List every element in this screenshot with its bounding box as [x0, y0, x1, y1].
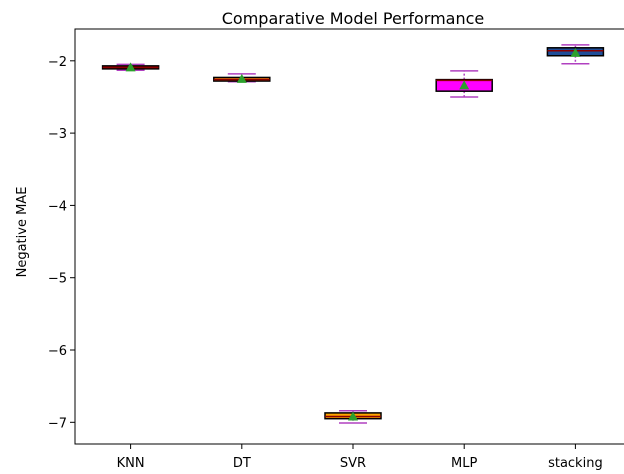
x-tick-label: DT	[233, 456, 251, 471]
mean-marker	[236, 73, 247, 83]
x-axis: KNN DT SVR MLP stacking	[117, 444, 603, 471]
y-tick-label: −2	[48, 55, 67, 70]
y-axis-label: Negative MAE	[15, 187, 30, 278]
y-axis: −2 −3 −4 −5 −6 −7	[48, 55, 75, 431]
box-group-stacking	[546, 44, 605, 65]
plot-area-frame	[74, 28, 624, 445]
x-tick-label: SVR	[340, 456, 366, 471]
y-tick-label: −4	[48, 199, 67, 214]
y-tick-label: −3	[48, 127, 67, 142]
box-group-mlp	[435, 70, 493, 98]
box-group-dt	[213, 73, 271, 83]
mean-marker	[570, 47, 581, 57]
chart-title: Comparative Model Performance	[222, 9, 485, 28]
x-tick-label: KNN	[117, 456, 145, 471]
x-tick-label: stacking	[548, 456, 603, 471]
mean-marker	[348, 411, 358, 421]
box-group-knn	[101, 62, 160, 72]
boxes-layer	[101, 44, 605, 424]
y-tick-label: −7	[48, 416, 67, 431]
mean-marker	[459, 80, 470, 90]
x-tick-label: MLP	[451, 456, 477, 471]
mean-marker	[125, 62, 136, 72]
y-tick-label: −6	[48, 344, 67, 359]
y-tick-label: −5	[48, 272, 67, 287]
box-group-svr	[324, 409, 382, 424]
